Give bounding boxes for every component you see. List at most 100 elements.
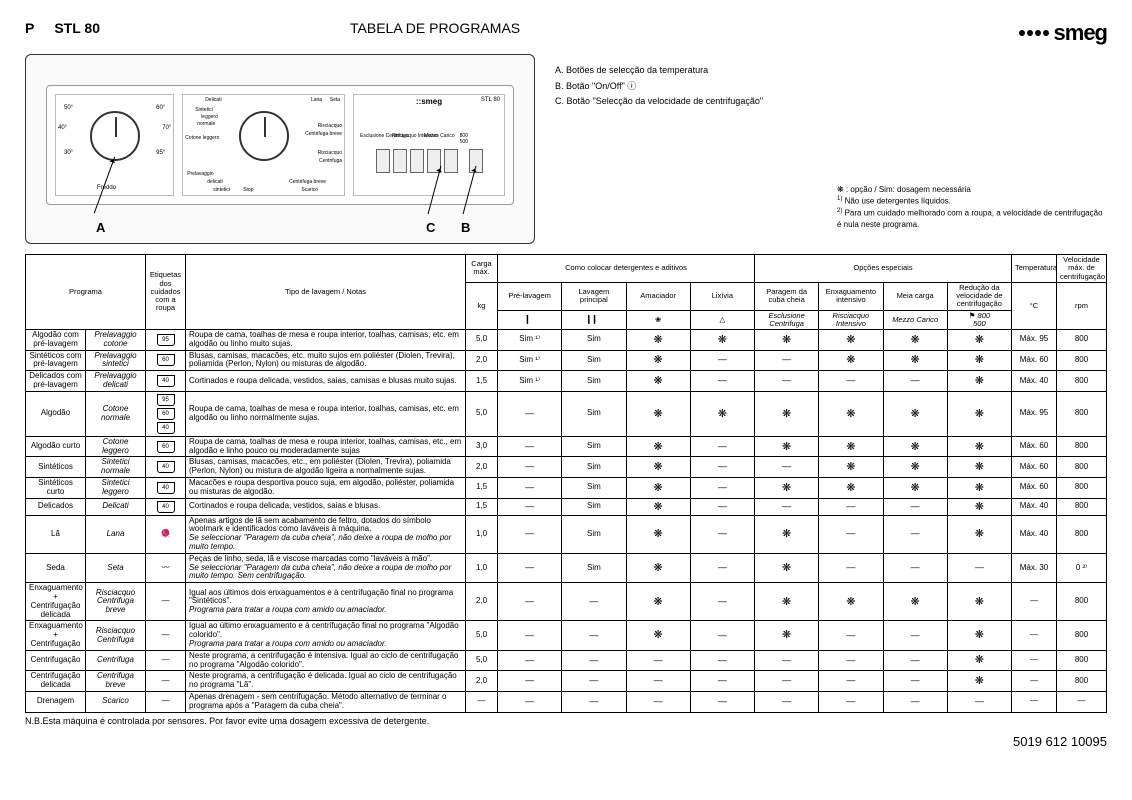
panel-button-icon [393, 149, 407, 173]
cell-red: — [947, 553, 1011, 582]
cell-pre: — [498, 553, 562, 582]
cell-pre: — [498, 457, 562, 478]
option-star-icon: ❋ [782, 408, 791, 420]
table-row: Delicados com pré-lavagemPrelavaggio del… [26, 371, 1107, 392]
cell-main: Sim [562, 391, 626, 436]
cell-temp: Máx. 40 [1012, 498, 1057, 515]
cell-tipo: Igual ao último enxaguamento e à centrif… [186, 621, 466, 650]
cell-temp: — [1012, 583, 1057, 621]
table-row: Sintéticos com pré-lavagemPrelavaggio si… [26, 350, 1107, 371]
cell-care: — [146, 650, 186, 671]
cell-p1: Lã [26, 515, 86, 553]
cell-par: ❋ [755, 621, 819, 650]
cell-par: ❋ [755, 553, 819, 582]
cell-red: ❋ [947, 330, 1011, 351]
option-star-icon: ❋ [654, 562, 663, 574]
th-pre-icon: ▎ [498, 310, 562, 330]
cell-tipo: Cortinados e roupa delicada, vestidos, s… [186, 371, 466, 392]
compartment-2-icon: ▎▎ [588, 315, 600, 324]
cell-tipo: Cortinados e roupa delicada, vestidos, s… [186, 498, 466, 515]
table-row: Algodão curtoCotone leggero60Roupa de ca… [26, 436, 1107, 457]
option-star-icon: ❋ [975, 629, 984, 641]
cell-mei: ❋ [883, 436, 947, 457]
cell-tipo: Roupa de cama, toalhas de mesa e roupa i… [186, 330, 466, 351]
cell-kg: 1,0 [466, 515, 498, 553]
legend-a: A. Botões de selecção da temperatura [555, 64, 817, 78]
temperature-dial-icon [90, 111, 140, 161]
cell-pre: — [498, 650, 562, 671]
cell-lix: — [690, 650, 754, 671]
header-p: P [25, 20, 34, 36]
cell-red: — [947, 691, 1011, 712]
cell-red: ❋ [947, 371, 1011, 392]
cell-ama: ❋ [626, 436, 690, 457]
cell-ama: ❋ [626, 371, 690, 392]
cell-p1: Centrifugação [26, 650, 86, 671]
option-star-icon: ❋ [975, 441, 984, 453]
cell-care: 60 [146, 350, 186, 371]
lbl-risc2: Risciacquo [318, 150, 342, 156]
option-star-icon: ❋ [654, 461, 663, 473]
cell-pre: — [498, 515, 562, 553]
program-dial-icon [239, 111, 289, 161]
cell-par: — [755, 498, 819, 515]
option-star-icon: ❋ [782, 441, 791, 453]
cell-main: Sim [562, 515, 626, 553]
option-star-icon: ❋ [911, 334, 920, 346]
cell-lix: — [690, 515, 754, 553]
cell-tipo: Blusas, camisas, macacões, etc., em poli… [186, 457, 466, 478]
cell-care: 🧶 [146, 515, 186, 553]
cell-par: — [755, 671, 819, 692]
option-star-icon: ❋ [846, 596, 855, 608]
th-carga: Carga máx. [466, 255, 498, 283]
th-opcoes: Opções especiais [755, 255, 1012, 283]
option-star-icon: ❋ [975, 408, 984, 420]
cell-p1: Sintéticos com pré-lavagem [26, 350, 86, 371]
option-star-icon: ❋ [975, 334, 984, 346]
header-model: STL 80 [54, 20, 100, 36]
cell-p1: Delicados com pré-lavagem [26, 371, 86, 392]
legend-n2: 2) Para um cuidado melhorado com a roupa… [837, 207, 1107, 230]
th-risciacquo: Risciacquo Intensivo [819, 310, 883, 330]
cell-enx: ❋ [819, 330, 883, 351]
silk-icon: 〰 [162, 563, 170, 572]
panel-button-icon [376, 149, 390, 173]
care-label-icon: 40 [157, 422, 175, 434]
cell-red: ❋ [947, 457, 1011, 478]
cell-lix: — [690, 350, 754, 371]
table-row: AlgodãoCotone normale95 60 40Roupa de ca… [26, 391, 1107, 436]
cell-tipo: Neste programa, a centrifugação é delica… [186, 671, 466, 692]
cell-p1: Algodão com pré-lavagem [26, 330, 86, 351]
lbl-cb2: Centrifuga breve [289, 179, 326, 185]
cell-tipo: Neste programa, a centrifugação é intens… [186, 650, 466, 671]
cell-lix: — [690, 583, 754, 621]
panel-smeg-logo: ::smeg [416, 97, 442, 106]
option-star-icon: ❋ [782, 629, 791, 641]
cell-red: ❋ [947, 350, 1011, 371]
cell-care: 40 [146, 371, 186, 392]
lbl-sin2: sintetici [213, 187, 230, 193]
cell-pre: Sim ¹⁾ [498, 330, 562, 351]
legend-n1: 1) Não use detergentes líquidos. [837, 195, 1107, 207]
cell-par: ❋ [755, 391, 819, 436]
cell-p1: Seda [26, 553, 86, 582]
table-row: DrenagemScarico—Apenas drenagem - sem ce… [26, 691, 1107, 712]
option-star-icon: ❋ [654, 334, 663, 346]
power-icon: ⓘ [627, 81, 636, 91]
th-c: °C [1012, 282, 1057, 329]
cell-pre: — [498, 691, 562, 712]
cell-enx: — [819, 621, 883, 650]
flower-icon: ❀ [655, 315, 661, 324]
table-row: CentrifugaçãoCentrifuga—Neste programa, … [26, 650, 1107, 671]
cell-p2: Delicati [86, 498, 146, 515]
care-label-icon: 40 [157, 461, 175, 473]
th-lixivia: Lixívia [690, 282, 754, 310]
cell-care: — [146, 621, 186, 650]
cell-mei: — [883, 621, 947, 650]
cell-pre: — [498, 621, 562, 650]
option-star-icon: ❋ [975, 354, 984, 366]
care-label-icon: 40 [157, 482, 175, 494]
cell-rpm: 800 [1057, 498, 1107, 515]
cell-lix: — [690, 553, 754, 582]
cell-care: — [146, 583, 186, 621]
